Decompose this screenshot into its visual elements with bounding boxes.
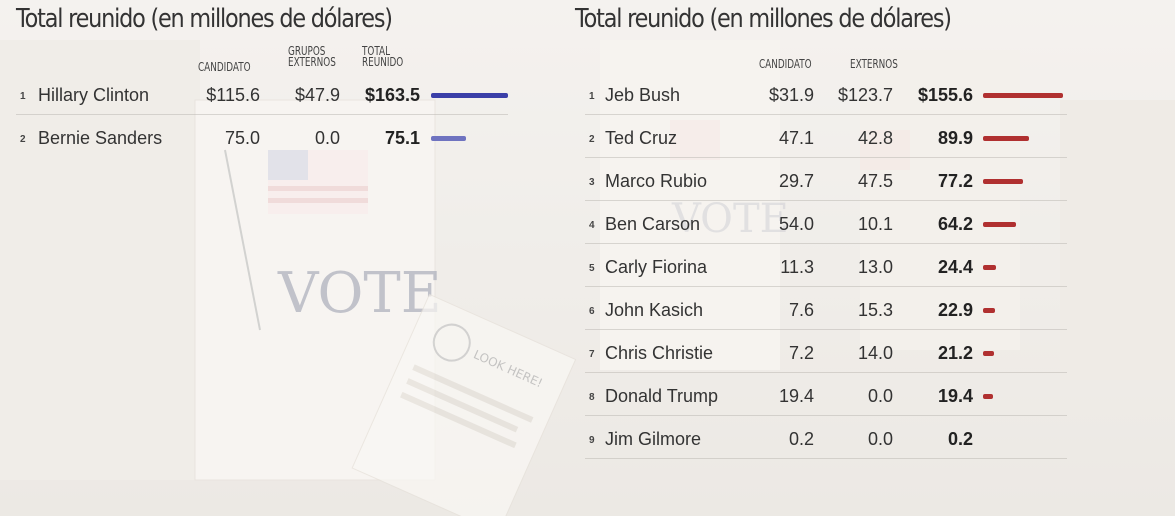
external-funds: 13.0 — [857, 257, 893, 277]
table-row: 5 Carly Fiorina 11.3 13.0 24.4 — [585, 244, 1067, 287]
candidate-funds: 19.4 — [778, 386, 814, 406]
row-rank: 4 — [589, 220, 595, 231]
total-funds: 75.1 — [384, 128, 420, 148]
row-rank: 5 — [589, 263, 595, 274]
row-separator — [585, 114, 1067, 115]
candidate-funds: 7.6 — [788, 300, 814, 320]
table-row: 2 Bernie Sanders 75.0 0.0 75.1 — [16, 115, 508, 158]
row-separator — [585, 329, 1067, 330]
total-bar — [983, 222, 1016, 227]
table-row: 8 Donald Trump 19.4 0.0 19.4 — [585, 373, 1067, 416]
total-funds: 22.9 — [937, 300, 973, 320]
row-rank: 6 — [589, 306, 595, 317]
candidate-funds: 54.0 — [778, 214, 814, 234]
row-separator — [585, 200, 1067, 201]
candidate-name: Donald Trump — [605, 386, 719, 406]
column-header-total: TOTAL REUNIDO — [362, 44, 404, 69]
column-header-candidato: CANDIDATO — [198, 60, 251, 74]
chart-title: Total reunido (en millones de dólares) — [16, 4, 393, 34]
candidate-funds: 29.7 — [778, 171, 814, 191]
total-funds: 64.2 — [937, 214, 973, 234]
candidate-name: Bernie Sanders — [38, 128, 163, 148]
external-funds: 0.0 — [314, 128, 340, 148]
total-bar — [983, 136, 1030, 141]
row-rank: 1 — [589, 91, 595, 102]
row-separator — [585, 243, 1067, 244]
total-funds: 19.4 — [937, 386, 973, 406]
row-separator — [585, 372, 1067, 373]
table-row: 1 Hillary Clinton $115.6 $47.9 $163.5 — [16, 72, 508, 115]
total-funds: $163.5 — [364, 85, 420, 105]
vote-sign: VOTE — [277, 261, 442, 326]
external-funds: 14.0 — [857, 343, 893, 363]
democrat-fundraising-table: Total reunido (en millones de dólares) C… — [0, 0, 560, 516]
candidate-funds: 75.0 — [224, 128, 260, 148]
flag-icon — [224, 149, 368, 331]
total-bar — [983, 394, 993, 399]
total-bar — [431, 136, 467, 141]
row-rank: 2 — [20, 134, 26, 145]
table-row: 2 Ted Cruz 47.1 42.8 89.9 — [585, 115, 1067, 158]
row-rank: 9 — [589, 435, 595, 446]
row-separator — [585, 415, 1067, 416]
candidate-name: Jeb Bush — [605, 85, 681, 105]
row-separator — [585, 458, 1067, 459]
table-row: 4 Ben Carson 54.0 10.1 64.2 — [585, 201, 1067, 244]
candidate-funds: $115.6 — [206, 85, 260, 105]
total-bar — [983, 93, 1063, 98]
external-funds: $47.9 — [294, 85, 340, 105]
external-funds: 47.5 — [857, 171, 893, 191]
candidate-funds: 0.2 — [788, 429, 814, 449]
row-separator — [16, 114, 508, 115]
table-row: 7 Chris Christie 7.2 14.0 21.2 — [585, 330, 1067, 373]
candidate-name: Jim Gilmore — [605, 429, 702, 449]
republican-fundraising-table: Total reunido (en millones de dólares) C… — [575, 0, 1175, 516]
candidate-name: Carly Fiorina — [605, 257, 708, 277]
table-row: 6 John Kasich 7.6 15.3 22.9 — [585, 287, 1067, 330]
row-separator — [585, 286, 1067, 287]
candidate-funds: 7.2 — [788, 343, 814, 363]
total-funds: 0.2 — [947, 429, 973, 449]
candidate-funds: 11.3 — [780, 257, 814, 277]
total-bar — [983, 308, 995, 313]
total-bar — [431, 93, 508, 98]
total-bar — [983, 179, 1023, 184]
external-funds: 42.8 — [857, 128, 893, 148]
total-funds: 24.4 — [937, 257, 973, 277]
candidate-name: Marco Rubio — [605, 171, 708, 191]
table-row: 9 Jim Gilmore 0.2 0.0 0.2 — [585, 416, 1067, 459]
row-rank: 1 — [20, 91, 26, 102]
total-bar — [983, 265, 996, 270]
candidate-name: Chris Christie — [605, 343, 714, 363]
total-funds: 89.9 — [937, 128, 973, 148]
table-row: 1 Jeb Bush $31.9 $123.7 $155.6 — [585, 72, 1067, 115]
row-rank: 2 — [589, 134, 595, 145]
chart-title: Total reunido (en millones de dólares) — [575, 4, 952, 34]
external-funds: $123.7 — [837, 85, 893, 105]
total-funds: 21.2 — [937, 343, 973, 363]
total-funds: 77.2 — [937, 171, 973, 191]
candidate-name: Ben Carson — [605, 214, 701, 234]
row-separator — [585, 157, 1067, 158]
row-rank: 7 — [589, 349, 595, 360]
column-header-externos: EXTERNOS — [850, 57, 898, 71]
external-funds: 15.3 — [857, 300, 893, 320]
external-funds: 0.0 — [867, 429, 893, 449]
candidate-name: Hillary Clinton — [38, 85, 150, 105]
flyer-icon: LOOK HERE! — [351, 293, 577, 516]
candidate-name: Ted Cruz — [605, 128, 678, 148]
total-funds: $155.6 — [917, 85, 973, 105]
column-header-externos: GRUPOS EXTERNOS — [288, 44, 336, 69]
candidate-funds: 47.1 — [778, 128, 814, 148]
row-rank: 3 — [589, 177, 595, 188]
column-header-candidato: CANDIDATO — [759, 57, 812, 71]
row-rank: 8 — [589, 392, 595, 403]
external-funds: 10.1 — [857, 214, 893, 234]
vote-sign-faint: VOTE — [671, 196, 789, 242]
candidate-funds: $31.9 — [768, 85, 814, 105]
total-bar — [983, 351, 994, 356]
table-row: 3 Marco Rubio 29.7 47.5 77.2 — [585, 158, 1067, 201]
external-funds: 0.0 — [867, 386, 893, 406]
candidate-name: John Kasich — [605, 300, 704, 320]
